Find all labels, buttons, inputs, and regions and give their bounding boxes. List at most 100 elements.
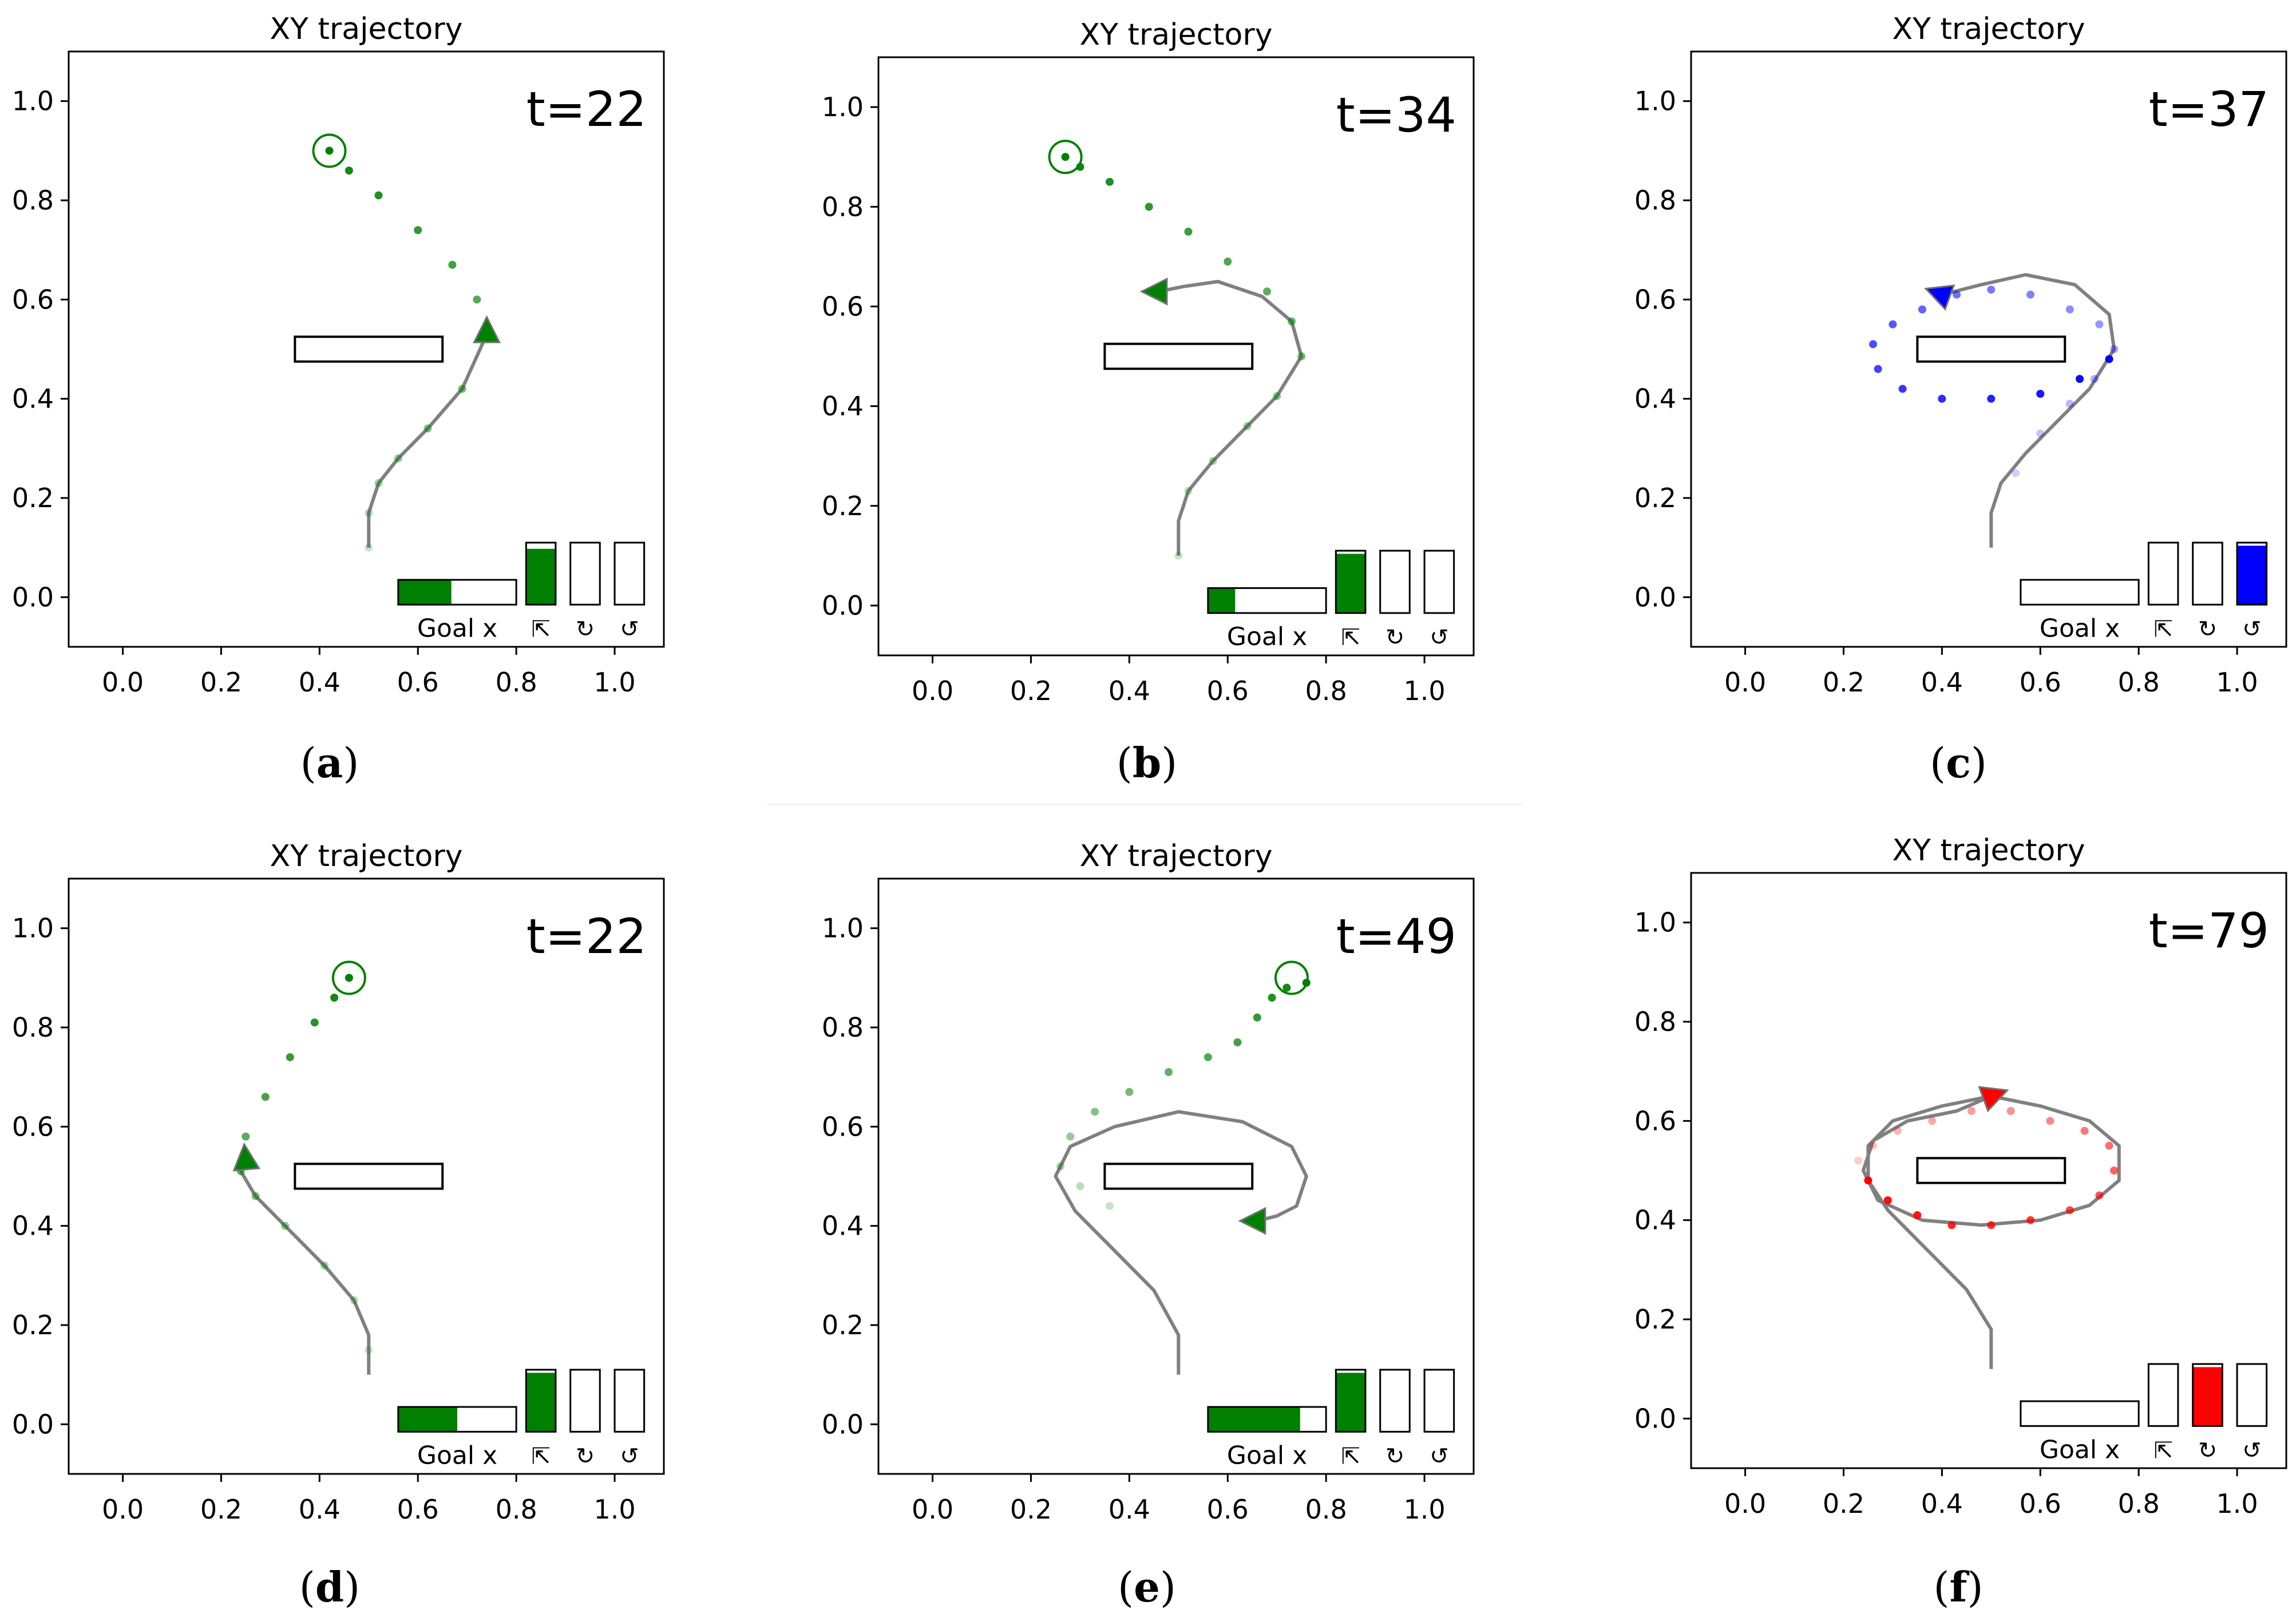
action-bar-fill xyxy=(1336,554,1365,613)
caption-d-letter: d xyxy=(315,1563,345,1611)
goal-x-label: Goal x xyxy=(417,614,497,643)
prediction-dot xyxy=(1869,1141,1878,1150)
prediction-dot xyxy=(320,1262,328,1270)
prediction-dot xyxy=(1268,994,1276,1002)
prediction-dot xyxy=(1066,1132,1075,1141)
action-bar xyxy=(1379,549,1411,614)
x-tick-label: 0.6 xyxy=(1207,675,1249,706)
goal-x-label: Goal x xyxy=(1227,1441,1307,1470)
x-tick-label: 0.2 xyxy=(1010,1494,1052,1525)
chart-title: XY trajectory xyxy=(270,12,463,46)
prediction-dot xyxy=(1874,365,1882,373)
prediction-dot xyxy=(1165,1068,1173,1076)
action-label: ↺ xyxy=(2242,1437,2262,1464)
action-bar xyxy=(2147,541,2179,606)
x-tick-label: 0.0 xyxy=(1724,667,1766,698)
prediction-dot xyxy=(2095,320,2104,329)
x-tick-label: 0.0 xyxy=(102,667,144,698)
prediction-dot xyxy=(1947,1221,1956,1229)
action-bar-fill xyxy=(2192,1367,2223,1426)
goal-x-bar xyxy=(397,579,517,606)
y-tick-label: 0.6 xyxy=(822,291,864,322)
prediction-dot xyxy=(2026,290,2035,299)
time-label: t=22 xyxy=(527,908,647,964)
y-tick-label: 1.0 xyxy=(12,913,54,944)
prediction-dot xyxy=(374,191,383,200)
y-tick-label: 0.0 xyxy=(822,590,864,621)
prediction-dot xyxy=(458,385,466,393)
y-tick-label: 0.4 xyxy=(822,391,864,422)
goal-marker xyxy=(1048,140,1083,175)
x-tick-label: 0.2 xyxy=(1823,667,1864,698)
y-tick-label: 0.8 xyxy=(822,1012,864,1043)
axes-frame xyxy=(1690,50,2287,648)
action-label: ↺ xyxy=(2242,616,2262,642)
prediction-dot xyxy=(1184,487,1193,495)
prediction-dot xyxy=(2076,375,2084,383)
x-tick-label: 0.4 xyxy=(1109,675,1150,706)
prediction-dot xyxy=(1105,1202,1114,1210)
action-label: ⇱ xyxy=(1341,624,1360,651)
y-tick-label: 0.0 xyxy=(12,1409,54,1440)
prediction-dot xyxy=(2026,1216,2035,1224)
x-tick-label: 1.0 xyxy=(593,667,635,698)
prediction-dot xyxy=(1987,394,1996,403)
y-tick-label: 1.0 xyxy=(12,86,54,117)
prediction-dot xyxy=(1938,394,1946,403)
prediction-dot xyxy=(2110,1167,2119,1175)
caption-f-letter: f xyxy=(1949,1563,1968,1611)
prediction-dot xyxy=(1184,227,1193,236)
goal-x-label: Goal x xyxy=(417,1441,497,1470)
prediction-dot xyxy=(325,147,334,155)
trajectory-path xyxy=(1861,1094,2121,1369)
prediction-dot xyxy=(1056,1162,1065,1171)
prediction-dot xyxy=(2012,469,2020,477)
x-tick-label: 0.4 xyxy=(1921,667,1963,698)
x-tick-label: 0.8 xyxy=(1305,675,1347,706)
caption-c: (c) xyxy=(1929,738,1988,787)
y-tick-label: 0.4 xyxy=(1634,1205,1676,1236)
caption-b-letter: b xyxy=(1132,738,1162,787)
action-bar xyxy=(569,1369,601,1433)
prediction-dot xyxy=(310,1018,319,1027)
action-bar xyxy=(1379,1369,1411,1433)
prediction-dot xyxy=(2065,400,2074,408)
trajectory-path xyxy=(1054,1110,1308,1375)
y-tick-label: 0.2 xyxy=(12,1310,54,1341)
prediction-dot xyxy=(1883,1196,1892,1204)
y-tick-label: 1.0 xyxy=(1634,907,1676,938)
chart-title: XY trajectory xyxy=(1893,833,2085,868)
agent-marker xyxy=(1924,284,1955,311)
prediction-dot xyxy=(286,1053,294,1061)
prediction-dot xyxy=(365,509,373,517)
action-label: ⇱ xyxy=(2154,616,2173,642)
obstacle xyxy=(1916,1157,2067,1184)
agent-marker xyxy=(232,1142,261,1172)
x-tick-label: 0.0 xyxy=(912,675,953,706)
prediction-dot xyxy=(1898,385,1907,393)
goal-marker xyxy=(1274,960,1309,995)
action-bar xyxy=(1335,549,1367,614)
action-bar xyxy=(2192,1363,2223,1427)
trajectory-path xyxy=(1941,273,2116,548)
agent-marker xyxy=(1978,1086,2009,1113)
y-tick-label: 0.0 xyxy=(822,1409,864,1440)
action-label: ↻ xyxy=(576,1443,595,1469)
prediction-dot xyxy=(1893,1126,1902,1135)
obstacle xyxy=(1916,335,2067,363)
obstacle xyxy=(294,335,444,363)
prediction-dot xyxy=(1987,1221,1996,1229)
y-tick-label: 0.2 xyxy=(1634,483,1676,513)
prediction-dot xyxy=(1918,305,1926,314)
goal-x-bar xyxy=(1207,1406,1327,1433)
y-tick-label: 0.8 xyxy=(12,185,54,216)
action-bar-fill xyxy=(526,1373,556,1432)
prediction-dot xyxy=(1263,287,1272,296)
agent-marker xyxy=(1139,277,1168,306)
action-bar xyxy=(2236,541,2268,606)
y-tick-label: 0.6 xyxy=(822,1111,864,1142)
prediction-dot xyxy=(2110,345,2119,353)
y-tick-label: 0.2 xyxy=(822,1310,864,1341)
x-tick-label: 0.2 xyxy=(200,667,242,698)
